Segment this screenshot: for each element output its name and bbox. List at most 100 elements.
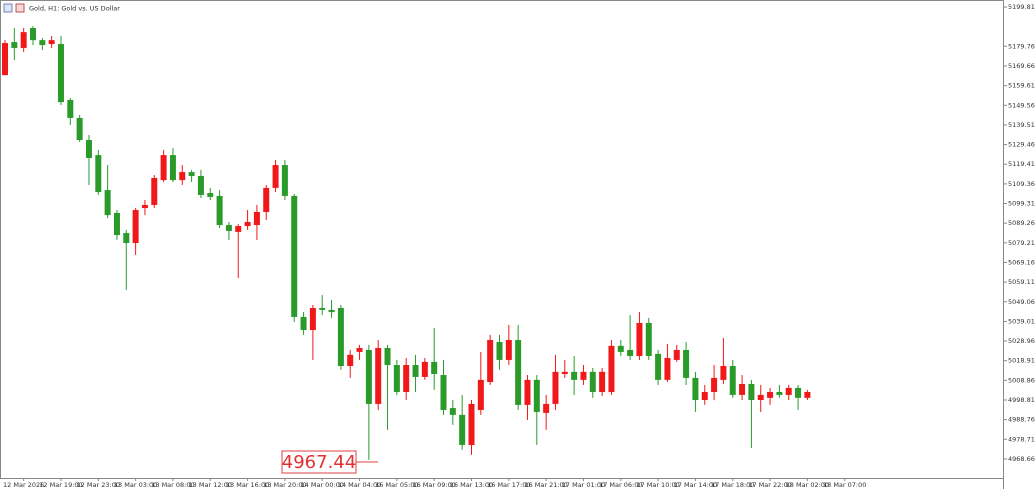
y-tick-label: 5028.96 [1008, 337, 1035, 345]
candle-body [795, 387, 802, 398]
candle-body [403, 365, 410, 392]
x-tick-label: 17 Mar 10:00 [636, 481, 679, 489]
chart-title: Gold, H1: Gold vs. US Dollar [29, 5, 120, 13]
candle-body [692, 377, 699, 401]
candle-body [347, 354, 354, 366]
candle-body [263, 187, 270, 212]
x-tick-label: 13 Mar 12:00 [189, 481, 232, 489]
candle-body [785, 387, 792, 395]
candle-body [272, 165, 279, 188]
candle-body [767, 391, 774, 398]
x-tick-label: 12 Mar 19:00 [39, 481, 82, 489]
candle-body [291, 195, 298, 317]
price-marker: 4967.44 [281, 450, 378, 474]
x-tick-label: 12 Mar 2026 [3, 481, 44, 489]
candle-body [169, 155, 176, 181]
x-tick-label: 16 Mar 21:00 [524, 481, 567, 489]
x-tick-label: 17 Mar 14:00 [674, 481, 717, 489]
x-tick-label: 17 Mar 01:00 [562, 481, 605, 489]
x-tick-label: 18 Mar 02:00 [786, 481, 829, 489]
candle-body [11, 42, 18, 48]
candle-body [505, 339, 512, 360]
candle-body [179, 172, 186, 181]
candle-body [300, 316, 307, 331]
candle-body [375, 348, 382, 404]
candle-body [617, 345, 624, 352]
candle-body [48, 40, 55, 45]
x-tick-label: 13 Mar 20:00 [263, 481, 306, 489]
candle-body [720, 365, 727, 380]
candle-body [599, 371, 606, 392]
candle-body [20, 32, 27, 48]
candle-body [664, 357, 671, 380]
candle-body [477, 379, 484, 410]
candle-body [123, 233, 130, 244]
candle-body [207, 193, 214, 197]
candle-body [683, 349, 690, 378]
candle-body [421, 361, 428, 377]
candle-body [365, 349, 372, 404]
candle-body [235, 226, 242, 232]
x-tick-label: 17 Mar 22:00 [748, 481, 791, 489]
y-tick-label: 5149.56 [1008, 101, 1035, 109]
x-tick-label: 17 Mar 18:00 [711, 481, 754, 489]
candle-body [468, 403, 475, 445]
x-tick-label: 14 Mar 00:00 [301, 481, 344, 489]
candle-body [543, 403, 550, 413]
candle-body [160, 155, 167, 181]
candle-body [655, 353, 662, 380]
candle-body [739, 383, 746, 395]
y-tick-label: 5079.21 [1008, 239, 1035, 247]
y-tick-label: 5159.61 [1008, 82, 1035, 90]
candle-body [636, 322, 643, 357]
y-tick-label: 5069.16 [1008, 258, 1035, 266]
candle-body [393, 365, 400, 392]
candle-body [309, 307, 316, 331]
candle-body [104, 190, 111, 216]
candle-body [76, 117, 83, 141]
candle-body [608, 345, 615, 392]
candle-body [356, 348, 363, 352]
candle-body [67, 99, 74, 118]
candle-body [711, 377, 718, 392]
candle-body [804, 391, 811, 398]
candle-body [57, 44, 64, 103]
y-tick-label: 5179.76 [1008, 42, 1035, 50]
candle-body [132, 210, 139, 244]
y-tick-label: 5049.06 [1008, 298, 1035, 306]
candle-body [515, 339, 522, 405]
candle-body [571, 371, 578, 380]
y-tick-label: 4998.81 [1008, 396, 1035, 404]
candle-body [757, 394, 764, 401]
candle-body [580, 371, 587, 380]
candle-body [197, 175, 204, 195]
x-tick-label: 14 Mar 04:00 [338, 481, 381, 489]
x-tick-label: 18 Mar 07:00 [823, 481, 866, 489]
candle-body [748, 383, 755, 401]
candle-body [729, 365, 736, 395]
x-tick-label: 13 Mar 08:00 [151, 481, 194, 489]
candle-body [151, 177, 158, 205]
candle-body [487, 339, 494, 383]
candle-body [431, 361, 438, 375]
y-tick-label: 5199.81 [1008, 3, 1035, 11]
candle-body [561, 371, 568, 375]
candle-body [281, 165, 288, 196]
y-tick-label: 4968.66 [1008, 455, 1035, 463]
y-tick-label: 4988.76 [1008, 416, 1035, 424]
candle-body [85, 140, 92, 159]
candle-body [645, 322, 652, 357]
candle-body [384, 348, 391, 366]
y-tick-label: 5089.26 [1008, 219, 1035, 227]
y-tick-label: 5119.41 [1008, 160, 1035, 168]
candle-body [244, 221, 251, 227]
candle-body [216, 195, 223, 226]
candle-body [627, 349, 634, 357]
x-tick-label: 16 Mar 05:00 [375, 481, 418, 489]
x-tick-label: 16 Mar 17:00 [487, 481, 530, 489]
candle-body [459, 414, 466, 445]
candle-body [552, 371, 559, 404]
candle-body [95, 155, 102, 193]
